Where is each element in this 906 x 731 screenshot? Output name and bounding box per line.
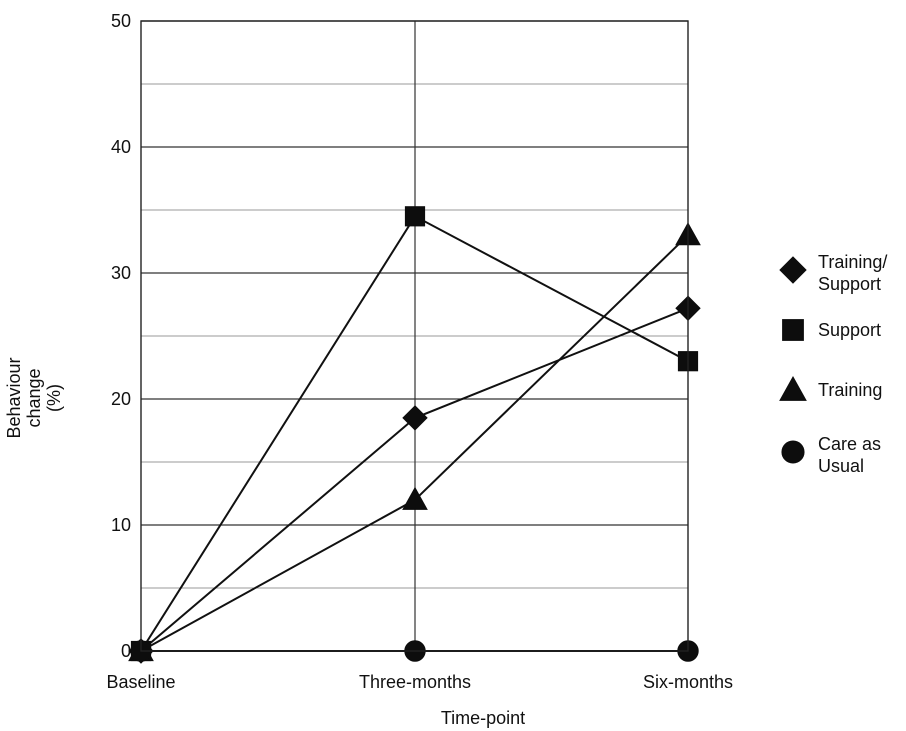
y-axis-title: Behaviour change (%) (4, 357, 64, 438)
x-axis-title: Time-point (441, 708, 525, 728)
y-tick-label: 50 (111, 11, 131, 31)
legend-item: Training (779, 375, 882, 401)
data-point-square (404, 206, 426, 227)
y-tick-label: 30 (111, 263, 131, 283)
legend-label: Training/ (818, 252, 887, 272)
legend-marker-square (782, 319, 804, 341)
y-tick-label: 20 (111, 389, 131, 409)
legend-label: Training (818, 380, 882, 400)
legend-marker-triangle (779, 375, 807, 401)
legend-label: Care as (818, 434, 881, 454)
y-tick-label: 0 (121, 641, 131, 661)
x-tick-label: Six-months (643, 672, 733, 692)
x-axis-ticks: Baseline Three-months Six-months (106, 672, 733, 692)
legend-marker-diamond (779, 256, 807, 284)
legend-label: Support (818, 274, 881, 294)
grid (141, 20, 688, 652)
data-point-diamond (402, 405, 428, 431)
y-axis-title-line: change (24, 368, 44, 427)
plot-frame (140, 20, 689, 652)
y-tick-label: 40 (111, 137, 131, 157)
x-tick-label: Three-months (359, 672, 471, 692)
y-axis-title-line: (%) (44, 384, 64, 412)
data-point-triangle (402, 486, 428, 510)
legend-marker-circle (781, 440, 805, 464)
y-axis-ticks: 0 10 20 30 40 50 (111, 11, 131, 661)
y-axis-title-line: Behaviour (4, 357, 24, 438)
x-tick-label: Baseline (106, 672, 175, 692)
y-tick-label: 10 (111, 515, 131, 535)
legend-item: Support (782, 319, 881, 341)
legend-item: Training/Support (779, 252, 887, 294)
legend-label: Usual (818, 456, 864, 476)
legend-label: Support (818, 320, 881, 340)
